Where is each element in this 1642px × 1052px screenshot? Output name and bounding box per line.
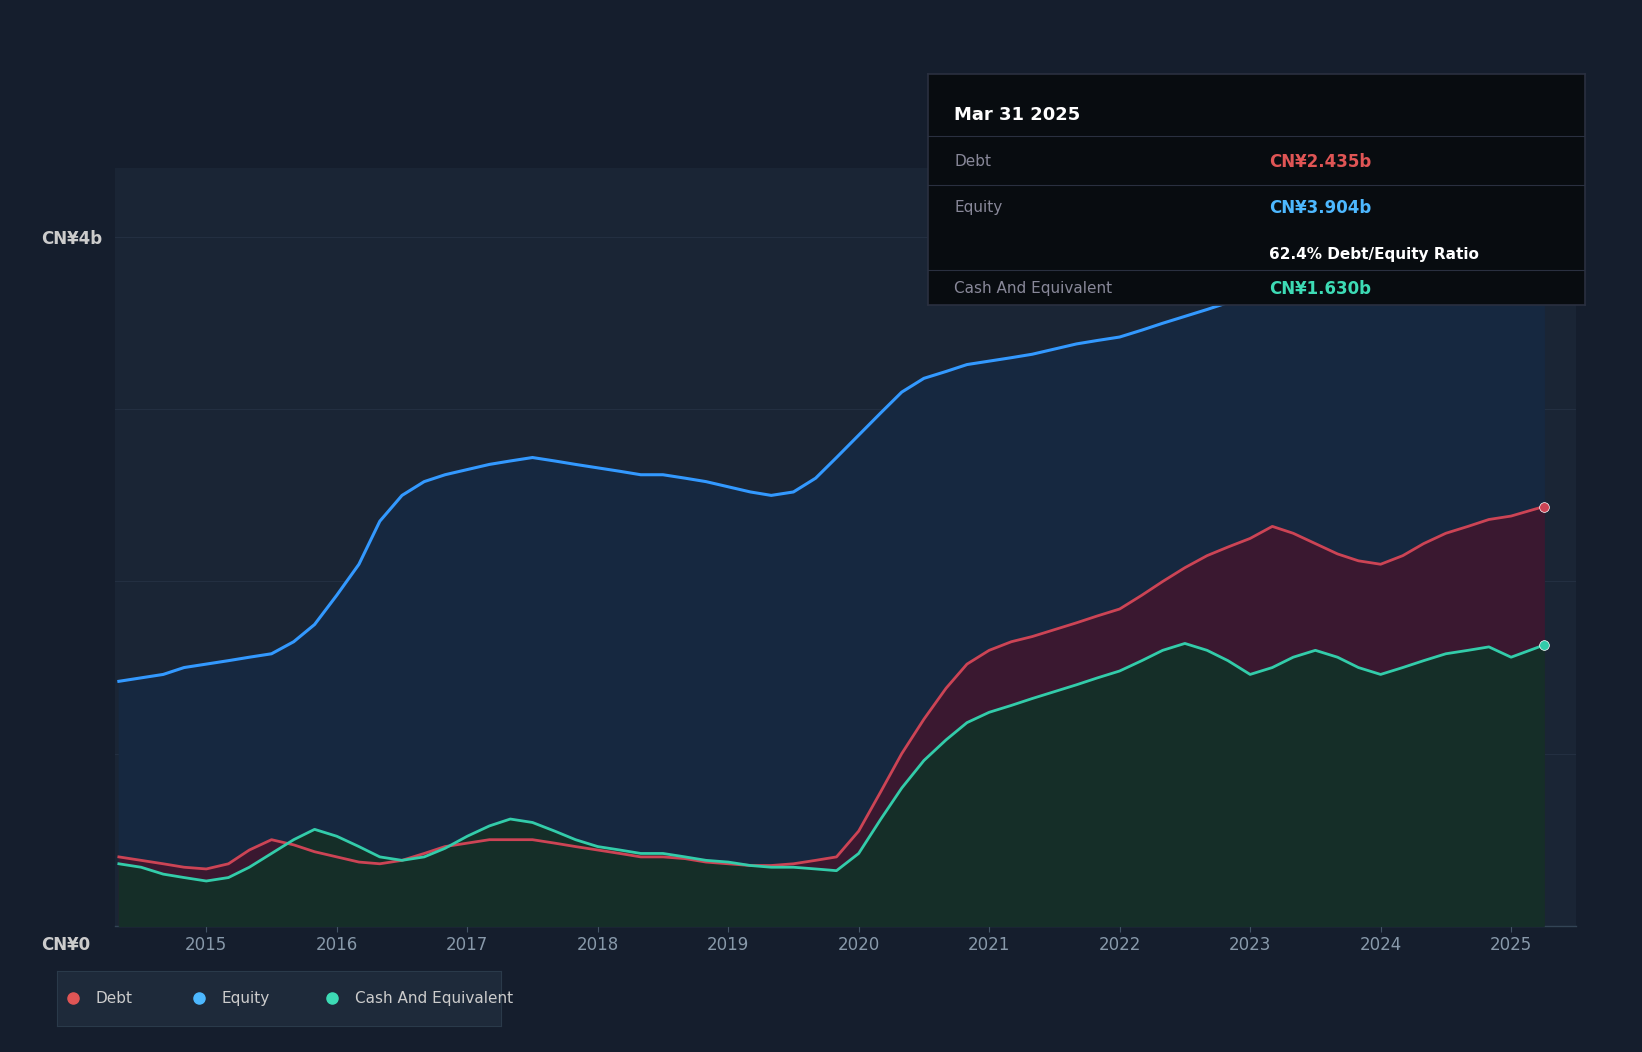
Text: CN¥1.630b: CN¥1.630b — [1269, 280, 1371, 298]
Text: Mar 31 2025: Mar 31 2025 — [954, 106, 1080, 124]
Text: Debt: Debt — [95, 991, 131, 1006]
Text: Debt: Debt — [954, 154, 992, 169]
Text: Cash And Equivalent: Cash And Equivalent — [355, 991, 512, 1006]
Text: CN¥2.435b: CN¥2.435b — [1269, 153, 1371, 170]
Text: CN¥0: CN¥0 — [41, 936, 90, 954]
Text: Equity: Equity — [222, 991, 269, 1006]
Text: CN¥4b: CN¥4b — [41, 229, 102, 247]
Text: Cash And Equivalent: Cash And Equivalent — [954, 281, 1112, 297]
Text: CN¥3.904b: CN¥3.904b — [1269, 199, 1371, 217]
Text: Equity: Equity — [954, 200, 1002, 216]
Text: 62.4% Debt/Equity Ratio: 62.4% Debt/Equity Ratio — [1269, 246, 1479, 262]
